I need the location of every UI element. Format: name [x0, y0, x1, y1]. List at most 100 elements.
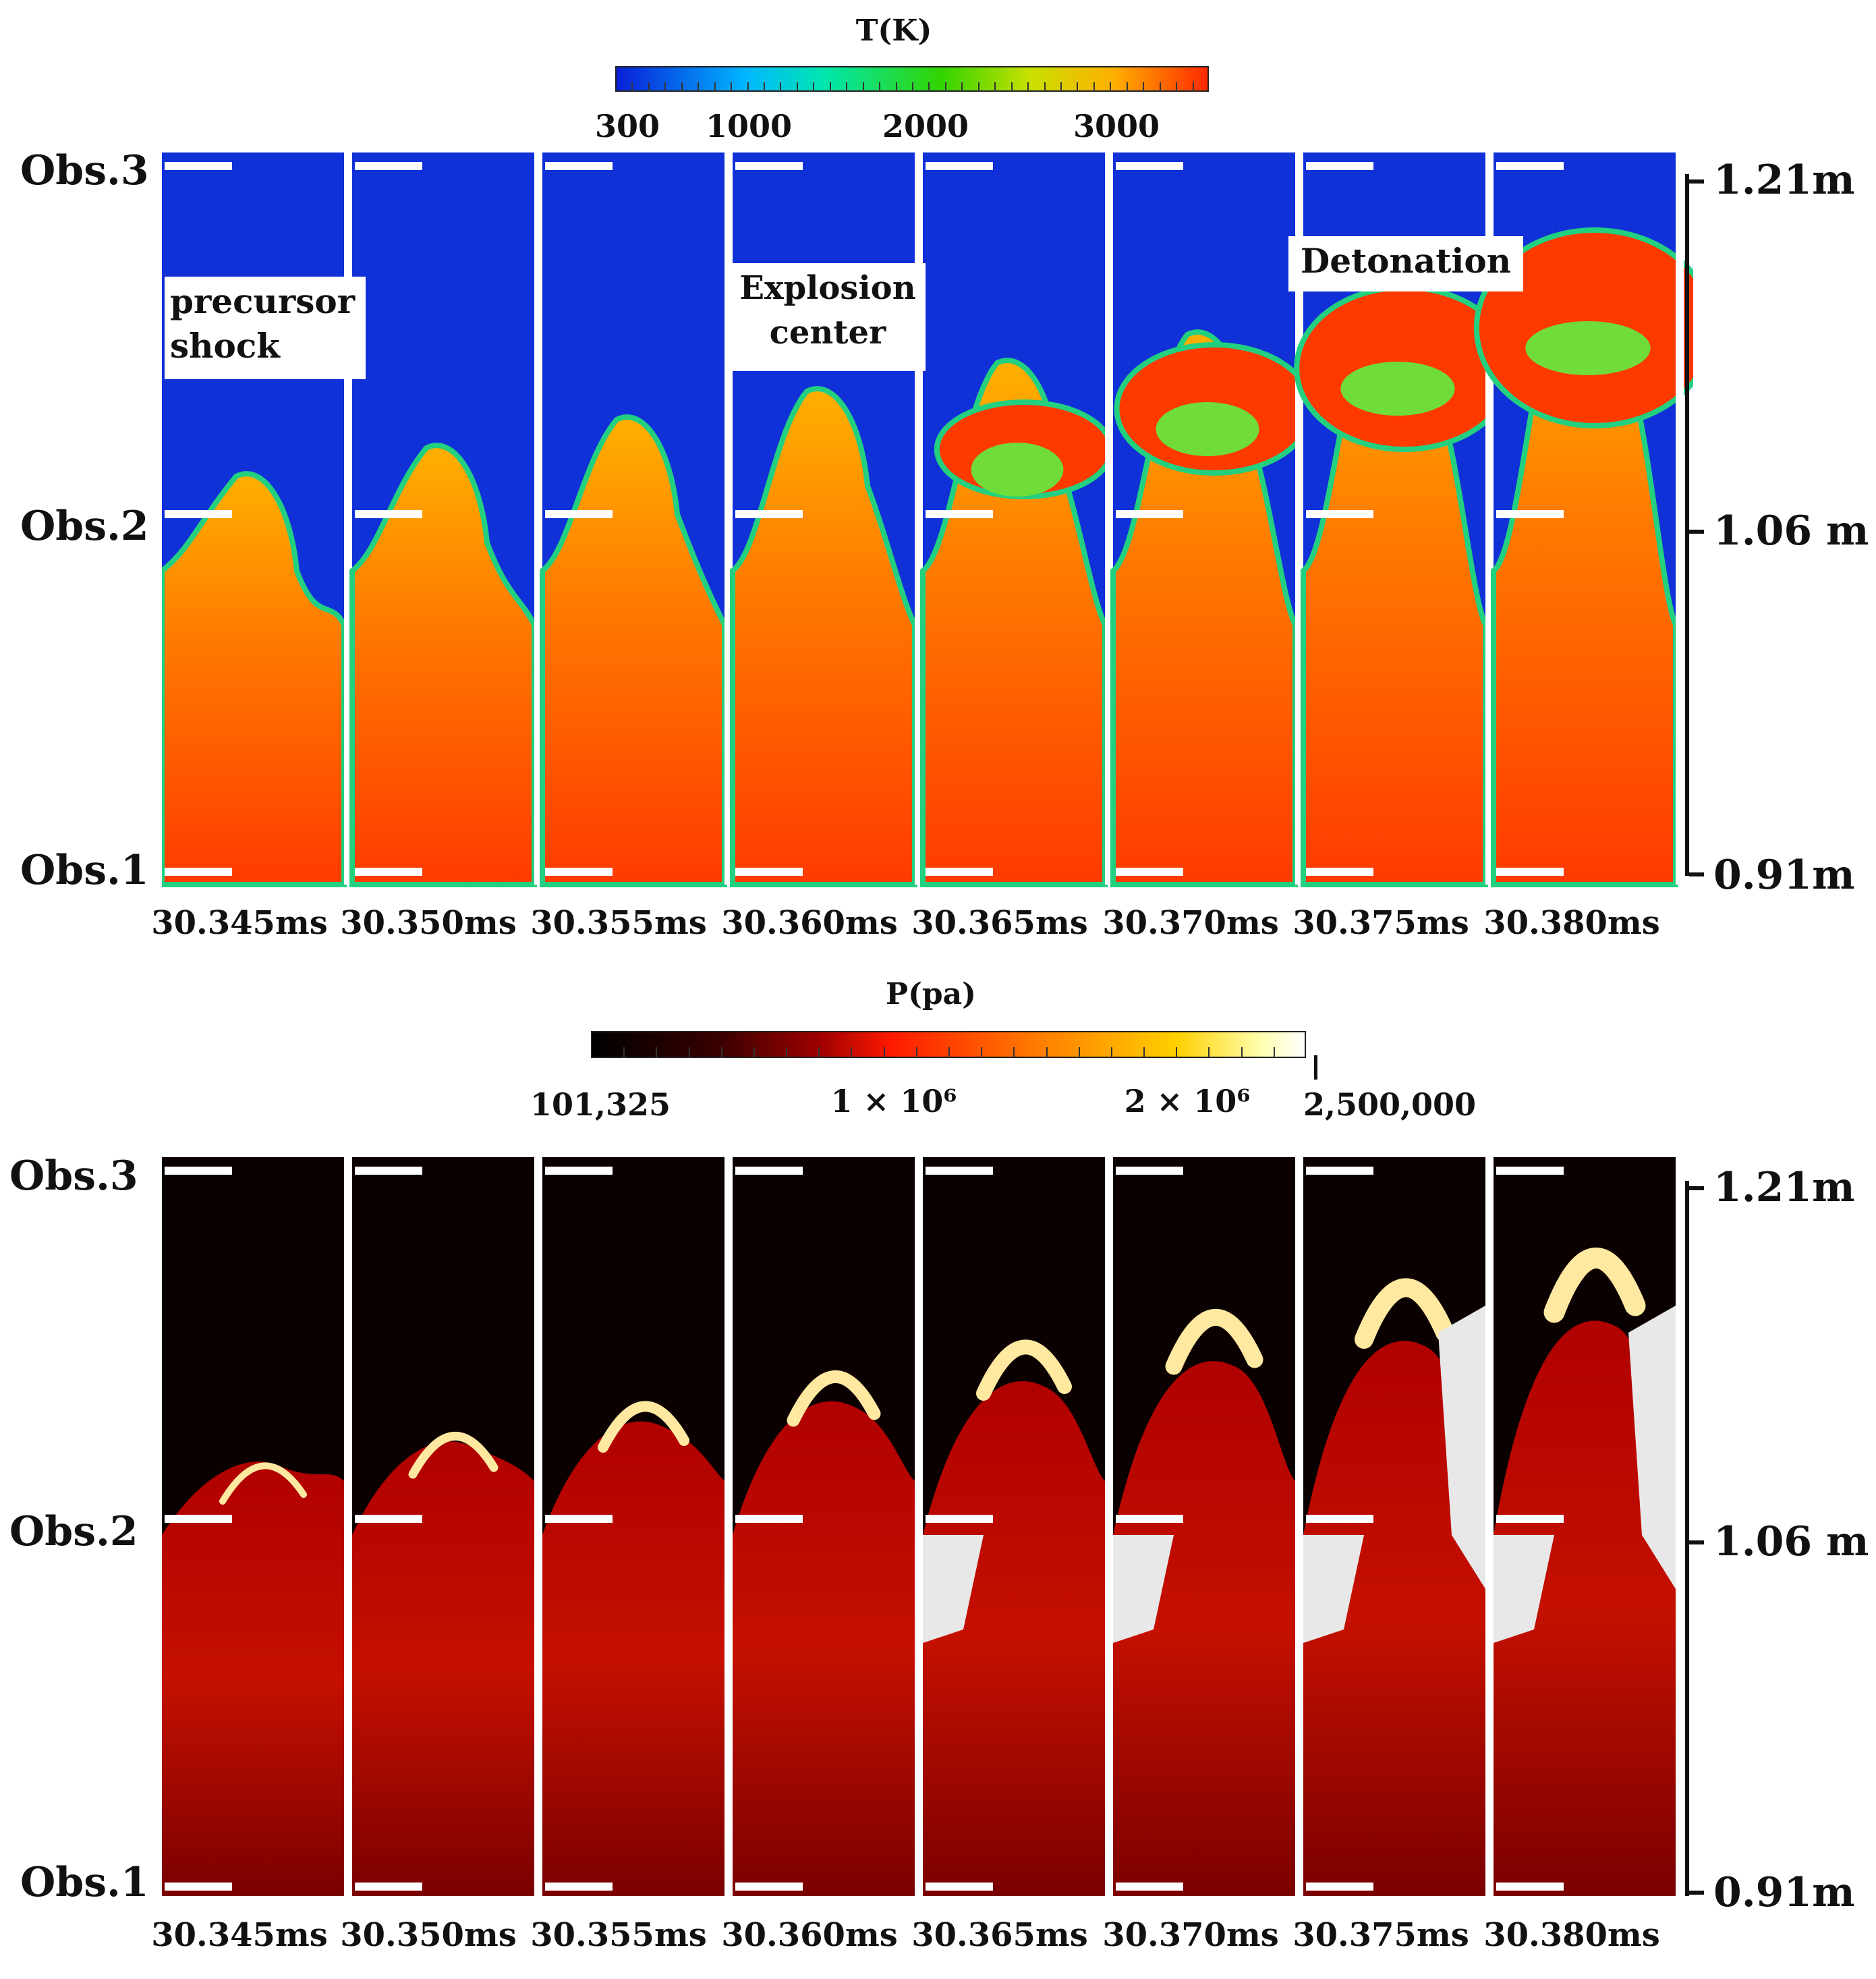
observation-marker	[926, 868, 993, 876]
observation-marker	[1116, 510, 1183, 518]
colorbar-tick	[753, 1047, 755, 1058]
pressure-tick-label: 2 × 10⁶	[1124, 1083, 1251, 1119]
observation-marker	[1306, 162, 1373, 170]
frame-separator	[344, 1157, 352, 1896]
pressure-tick-label: 2,500,000	[1303, 1086, 1477, 1123]
pressurized-zone	[542, 1421, 724, 1896]
shock-arc	[219, 1462, 307, 1505]
observation-marker	[1116, 1515, 1183, 1523]
axis-tick	[1689, 1186, 1704, 1190]
time-label: 30.365ms	[911, 904, 1088, 942]
obs1-label-bottom: Obs.1	[20, 1859, 149, 1906]
colorbar-tick	[1176, 1047, 1178, 1058]
observation-marker	[545, 510, 613, 518]
colorbar-tick	[944, 82, 946, 92]
time-label: 30.350ms	[340, 904, 517, 942]
time-label: 30.370ms	[1102, 904, 1279, 942]
colorbar-tick	[1046, 1047, 1048, 1058]
colorbar-tick	[656, 1047, 658, 1058]
temperature-tick-label: 1000	[705, 108, 793, 144]
observation-marker	[165, 162, 232, 170]
temperature-frame	[349, 152, 542, 887]
pressure-colorbar-end-marker	[1314, 1055, 1317, 1080]
time-label: 30.375ms	[1292, 904, 1469, 942]
temperature-tick-label: 300	[594, 108, 660, 144]
pressure-frame	[1494, 1157, 1684, 1896]
observation-marker	[165, 868, 232, 876]
colorbar-tick	[977, 82, 979, 92]
annotation-precursor-line2: shock	[170, 326, 280, 366]
observation-marker	[1496, 868, 1564, 876]
pressure-tick-label: 1 × 10⁶	[830, 1083, 957, 1119]
annotation-explosion-center: Explosion center	[730, 263, 926, 371]
observation-marker	[1116, 162, 1183, 170]
temperature-frame	[1110, 152, 1315, 887]
observation-marker	[735, 1883, 803, 1891]
obs2-label-bottom: Obs.2	[9, 1508, 138, 1555]
colorbar-tick	[1013, 1047, 1015, 1058]
frame-separator	[1295, 1157, 1303, 1896]
time-label: 30.355ms	[530, 1916, 707, 1954]
frame-separator	[1105, 1157, 1113, 1896]
axis-tick	[1689, 872, 1704, 876]
time-label: 30.380ms	[1483, 1916, 1660, 1954]
colorbar-tick	[731, 82, 733, 92]
pressurized-zone	[923, 1381, 1105, 1896]
shock-arc	[1165, 1309, 1263, 1375]
shock-arc	[598, 1401, 689, 1453]
obs1-label: Obs.1	[20, 847, 149, 894]
observation-marker	[545, 1515, 613, 1523]
annotation-detonation: Detonation	[1288, 236, 1523, 291]
observation-marker	[545, 1167, 613, 1175]
observation-marker	[545, 868, 613, 876]
pressure-frame	[542, 1157, 733, 1896]
colorbar-tick	[851, 1047, 853, 1058]
time-label: 30.360ms	[721, 1916, 898, 1954]
obs3-label: Obs.3	[20, 147, 149, 194]
colorbar-tick	[1110, 1047, 1112, 1058]
observation-marker	[165, 1883, 232, 1891]
pressurized-zone	[1303, 1341, 1485, 1896]
observation-marker	[735, 1515, 803, 1523]
observation-marker	[355, 162, 422, 170]
colorbar-tick	[1176, 82, 1178, 92]
pressurized-zone	[162, 1461, 344, 1896]
pressure-frame	[1113, 1157, 1303, 1896]
colorbar-tick	[688, 1047, 690, 1058]
colorbar-tick	[780, 82, 782, 92]
observation-marker	[355, 510, 422, 518]
pressure-frame	[923, 1157, 1113, 1896]
colorbar-tick	[786, 1047, 788, 1058]
frame-separator	[1485, 1157, 1494, 1896]
high-pressure-region	[923, 1535, 984, 1643]
distance-label-0-91m: 0.91m	[1713, 852, 1855, 899]
time-label: 30.345ms	[151, 1916, 328, 1954]
high-pressure-region	[1303, 1535, 1364, 1643]
axis-tick	[1689, 530, 1704, 534]
colorbar-tick	[747, 82, 749, 92]
observation-marker	[926, 162, 993, 170]
shock-arc	[1543, 1248, 1646, 1323]
colorbar-tick	[961, 82, 963, 92]
colorbar-tick	[714, 82, 716, 92]
frame-separator	[1676, 152, 1684, 885]
colorbar-tick	[681, 82, 683, 92]
burned-core	[1340, 362, 1455, 416]
pressurized-zone	[1494, 1320, 1676, 1896]
colorbar-tick	[895, 82, 897, 92]
colorbar-tick	[1077, 82, 1079, 92]
reaction-zone	[162, 471, 347, 887]
temperature-frame	[730, 152, 923, 887]
annotation-precursor-line1: precursor	[170, 281, 356, 321]
distance-label-1-06m-bottom: 1.06 m	[1713, 1518, 1869, 1565]
burned-core	[1156, 402, 1259, 456]
observation-marker	[1496, 1515, 1564, 1523]
pressure-frame	[733, 1157, 923, 1896]
high-pressure-region	[1113, 1535, 1174, 1643]
colorbar-tick	[1143, 1047, 1145, 1058]
observation-marker	[735, 868, 803, 876]
colorbar-tick	[813, 82, 815, 92]
observation-marker	[545, 1883, 613, 1891]
pressure-frame	[162, 1157, 352, 1896]
colorbar-tick	[981, 1047, 983, 1058]
